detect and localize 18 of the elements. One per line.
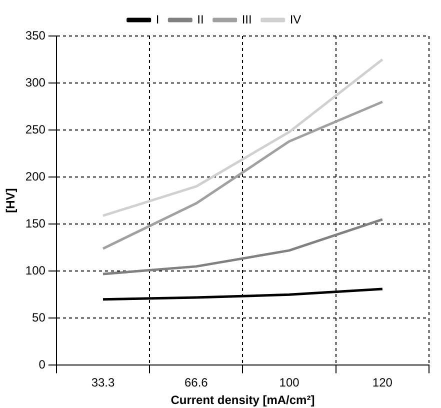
x-tick-label: 120	[372, 376, 393, 390]
y-tick-label: 350	[25, 28, 46, 42]
y-tick-label: 100	[25, 263, 46, 278]
y-tick-label: 150	[25, 216, 46, 230]
legend-label: II	[197, 12, 204, 26]
y-tick-label: 300	[25, 75, 46, 90]
legend-label: IV	[290, 12, 302, 26]
x-tick-label: 33.3	[91, 376, 115, 390]
y-tick-label: 50	[32, 310, 46, 324]
legend-label: I	[156, 12, 160, 26]
y-tick-label: 0	[38, 358, 46, 372]
x-tick-label: 100	[279, 376, 300, 390]
legend-label: III	[242, 12, 252, 26]
y-tick-label: 200	[25, 169, 46, 184]
x-axis-title: Current density [mA/cm²]	[170, 393, 315, 408]
y-tick-label: 250	[25, 122, 46, 136]
x-tick-label: 66.6	[184, 376, 208, 390]
y-axis-title: [HV]	[4, 188, 18, 213]
